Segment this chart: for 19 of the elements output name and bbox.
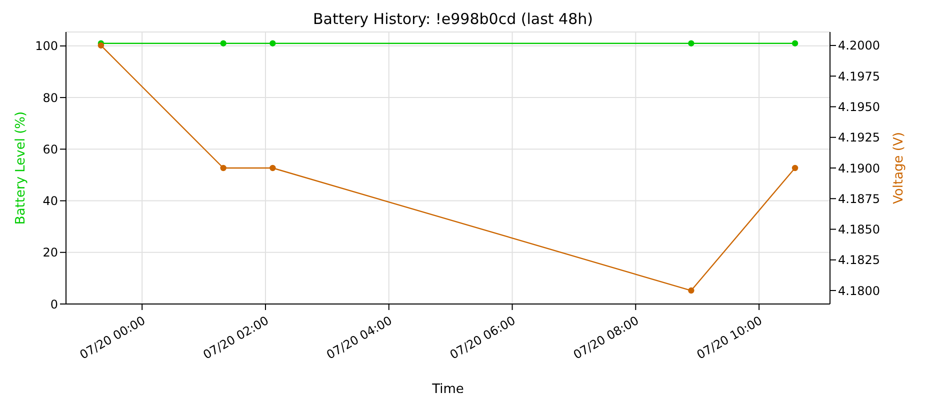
y2-tick-label: 4.1975 bbox=[838, 69, 880, 84]
y2-tick-label: 4.2000 bbox=[838, 38, 880, 53]
y-axis-title: Battery Level (%) bbox=[14, 111, 29, 225]
y2-tick-label: 4.1900 bbox=[838, 161, 880, 176]
y2-tick-label: 4.1925 bbox=[838, 130, 880, 145]
x-axis-title: Time bbox=[431, 382, 464, 397]
y-tick-label: 60 bbox=[42, 142, 58, 156]
y-tick-label: 100 bbox=[35, 39, 58, 54]
y2-tick-label: 4.1950 bbox=[838, 100, 880, 114]
y2-tick-label: 4.1825 bbox=[838, 253, 880, 268]
y2-tick-label: 4.1875 bbox=[838, 192, 880, 206]
y-tick-label: 40 bbox=[42, 194, 58, 208]
y-tick-label: 80 bbox=[42, 90, 58, 105]
y-tick-label: 20 bbox=[42, 246, 58, 260]
y2-tick-label: 4.1850 bbox=[838, 222, 880, 237]
y-tick-label: 0 bbox=[50, 297, 58, 312]
y2-axis-title: Voltage (V) bbox=[892, 132, 907, 204]
chart-title: Battery History: !e998b0cd (last 48h) bbox=[312, 9, 594, 30]
y2-tick-label: 4.1800 bbox=[838, 284, 880, 298]
